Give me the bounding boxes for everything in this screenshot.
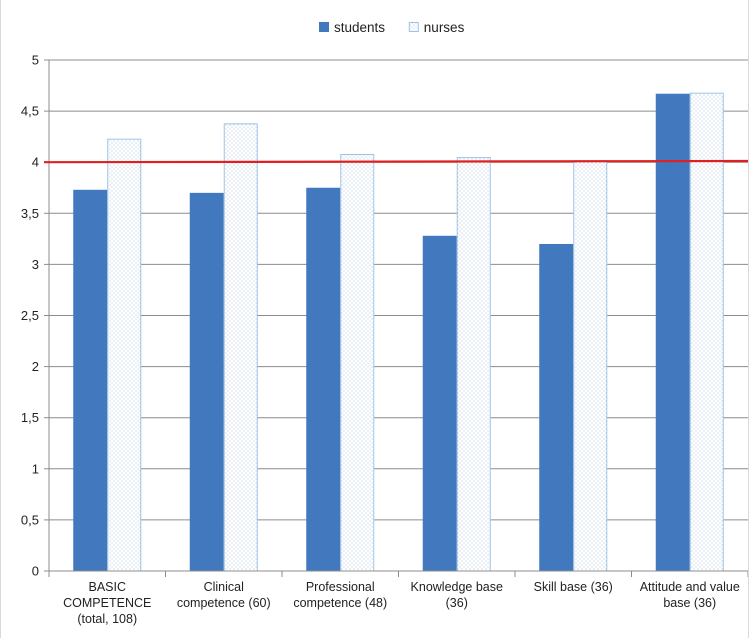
y-tick-label: 0 — [32, 564, 39, 579]
bar-nurses — [223, 123, 258, 572]
y-tick-label: 4 — [32, 155, 39, 170]
y-axis: 0 0,5 1 1,5 2 2,5 3 3,5 4 4,5 5 — [21, 53, 50, 579]
x-tick-label: Clinical competence (60) — [177, 580, 271, 610]
bar-students — [189, 192, 224, 572]
bar-nurses — [107, 138, 142, 572]
y-tick-label: 2 — [32, 359, 39, 374]
y-tick-label: 1 — [32, 461, 39, 476]
bar-students — [306, 187, 341, 571]
x-tick-label: Skill base (36) — [534, 580, 613, 594]
bar-nurses — [573, 160, 608, 572]
y-tick-label: 1,5 — [21, 410, 39, 425]
legend-swatch-nurses — [408, 22, 419, 32]
bar-students — [539, 243, 574, 571]
bars-group — [73, 92, 724, 572]
y-tick-label: 3,5 — [21, 206, 39, 221]
reference-line-group — [43, 159, 748, 164]
legend-label-students: students — [334, 20, 385, 35]
gridlines — [49, 59, 748, 521]
chart-legend: students nurses — [319, 20, 465, 35]
bar-nurses — [340, 154, 375, 572]
x-tick-label: Professional competence (48) — [293, 580, 387, 610]
y-tick-label: 4,5 — [21, 104, 39, 119]
legend-swatch-students — [319, 22, 329, 32]
x-tick-label: Knowledge base (36) — [411, 580, 503, 610]
y-tick-label: 5 — [32, 53, 39, 68]
bar-nurses — [689, 92, 724, 572]
x-tick-label: BASIC COMPETENCE (total, 108) — [63, 580, 151, 626]
y-tick-label: 3 — [32, 257, 39, 272]
bar-nurses — [456, 157, 491, 572]
x-tick-label: Attitude and value base (36) — [640, 580, 740, 610]
bar-students — [655, 93, 690, 571]
bar-students — [422, 235, 457, 571]
y-tick-label: 2,5 — [21, 308, 39, 323]
legend-label-nurses: nurses — [424, 20, 465, 35]
y-tick-label: 0,5 — [21, 512, 39, 527]
bar-students — [73, 189, 108, 571]
reference-line — [43, 159, 748, 164]
x-axis: BASIC COMPETENCE (total, 108) Clinical compe… — [48, 570, 748, 626]
